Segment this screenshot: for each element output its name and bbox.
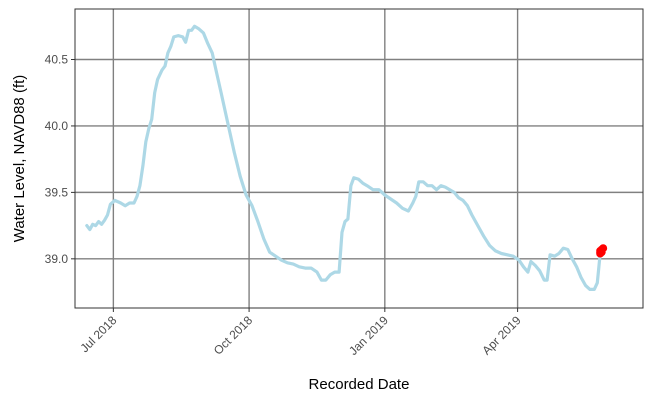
y-tick-label: 39.5 — [45, 185, 69, 199]
highlight-point — [599, 244, 608, 253]
plot-panel-border — [74, 8, 644, 309]
y-axis-title: Water Level, NAVD88 (ft) — [11, 75, 28, 243]
y-tick-label: 39.0 — [45, 252, 69, 266]
y-tick-label: 40.0 — [45, 119, 69, 133]
y-tick-label: 40.5 — [45, 52, 69, 66]
water-level-line — [85, 24, 602, 291]
grid-lines — [75, 9, 643, 308]
highlight-points-layer — [596, 244, 608, 258]
x-axis-title: Recorded Date — [309, 376, 410, 393]
series-layer — [85, 24, 602, 291]
y-axis: 39.0 39.5 40.0 40.5 — [45, 52, 75, 266]
